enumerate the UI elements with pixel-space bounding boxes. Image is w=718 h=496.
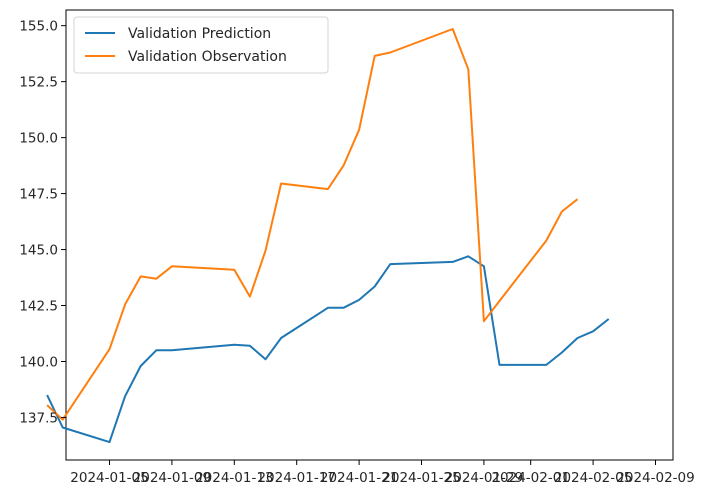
y-tick-label: 147.5 xyxy=(19,187,58,203)
series-line-prediction xyxy=(46,255,610,444)
y-tick-label: 140.0 xyxy=(19,354,58,370)
x-tick-label: 2024-02-05 xyxy=(554,470,632,486)
y-tick-label: 155.0 xyxy=(19,19,58,35)
x-tick-label: 2024-02-09 xyxy=(616,470,694,486)
x-tick-label: 2024-01-05 xyxy=(70,470,148,486)
x-tick-label: 2024-01-25 xyxy=(382,470,460,486)
legend: Validation Prediction Validation Observa… xyxy=(73,16,329,74)
y-tick-label: 145.0 xyxy=(19,243,58,259)
x-tick-label: 2024-02-01 xyxy=(491,470,569,486)
x-axis: 2024-01-052024-01-092024-01-132024-01-17… xyxy=(70,460,695,486)
y-tick-label: 150.0 xyxy=(19,131,58,147)
y-tick-label: 152.5 xyxy=(19,75,58,91)
y-axis: 137.5 140.0 142.5 145.0 147.5 150.0 152.5 155.0 xyxy=(19,19,66,426)
series-layer xyxy=(46,28,610,444)
x-tick-label: 2024-01-17 xyxy=(257,470,335,486)
x-tick-label: 2024-01-09 xyxy=(133,470,211,486)
y-tick-label: 142.5 xyxy=(19,299,58,315)
x-tick-label: 2024-01-13 xyxy=(195,470,273,486)
x-tick-label: 2024-01-21 xyxy=(320,470,398,486)
x-tick-label: 2024-01-29 xyxy=(445,470,523,486)
legend-label-observation: Validation Observation xyxy=(128,49,287,65)
legend-box xyxy=(73,16,329,74)
y-tick-label: 137.5 xyxy=(19,410,58,426)
series-line-observation xyxy=(46,28,579,421)
legend-label-prediction: Validation Prediction xyxy=(128,26,271,42)
